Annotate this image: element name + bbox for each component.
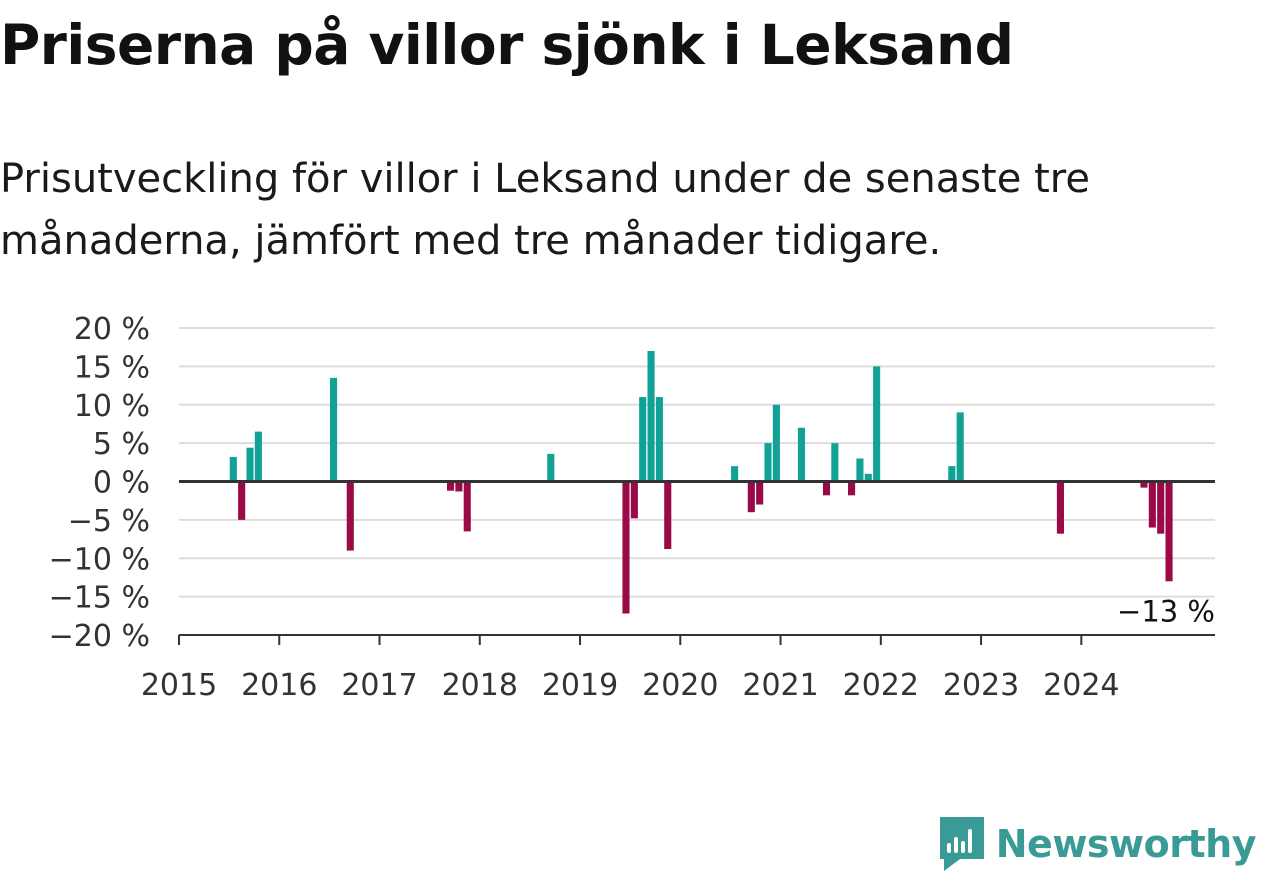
bar: [229, 456, 237, 482]
bar: [797, 427, 805, 482]
annotation-last-value: −13 %: [1117, 594, 1215, 628]
chart-title: Priserna på villor sjönk i Leksand: [0, 13, 1014, 77]
bar: [647, 351, 655, 482]
y-tick-label: −15 %: [49, 581, 150, 616]
bar: [848, 481, 856, 496]
bar: [764, 443, 772, 482]
bar: [747, 481, 755, 513]
bar: [856, 458, 864, 482]
newsworthy-logo-icon: [939, 817, 984, 871]
bar: [655, 397, 663, 482]
bar: [664, 481, 672, 550]
x-axis-labels: 2015 2016 2017 2018 2019 2020 2021 2022 2023 2024: [141, 635, 1120, 703]
x-tick-label: 2021: [742, 668, 818, 703]
bar: [630, 481, 638, 519]
x-tick-label: 2018: [442, 668, 518, 703]
bar: [1140, 481, 1148, 488]
bar: [731, 466, 739, 482]
bar: [1056, 481, 1064, 534]
x-tick-label: 2024: [1043, 668, 1119, 703]
bar: [948, 466, 956, 482]
brand-name: Newsworthy: [995, 822, 1257, 866]
x-tick-label: 2022: [843, 668, 919, 703]
y-tick-label: 0 %: [93, 466, 150, 501]
y-axis-labels: 20 %15 % 10 %5 % 0 %−5 %−10 % −15 %−20 %: [49, 312, 150, 654]
bar: [822, 481, 831, 496]
bar: [831, 443, 839, 482]
brand-logo: Newsworthy: [938, 815, 1257, 873]
bar: [1148, 481, 1156, 528]
bar: [246, 447, 254, 482]
y-tick-label: −20 %: [49, 619, 150, 654]
bar: [756, 481, 764, 505]
bar: [346, 481, 354, 551]
x-tick-label: 2017: [341, 668, 417, 703]
y-tick-label: 5 %: [93, 427, 150, 462]
y-tick-label: −5 %: [68, 504, 150, 539]
x-tick-label: 2016: [241, 668, 317, 703]
bar: [238, 481, 246, 520]
x-tick-label: 2015: [141, 668, 217, 703]
y-tick-label: 15 %: [74, 350, 150, 385]
x-tick-label: 2023: [943, 668, 1019, 703]
bars: [229, 351, 1173, 614]
y-tick-label: 10 %: [74, 389, 150, 424]
bar: [254, 431, 262, 482]
axes: [179, 480, 1215, 636]
bar: [463, 481, 471, 532]
y-tick-label: −10 %: [49, 542, 150, 577]
x-tick-label: 2019: [542, 668, 618, 703]
bar-chart: 20 %15 % 10 %5 % 0 %−5 %−10 % −15 %−20 % 20…: [49, 312, 1215, 703]
bar: [446, 481, 455, 491]
bar: [1165, 481, 1173, 582]
bar: [330, 377, 338, 482]
bar: [547, 453, 555, 482]
bar: [864, 473, 872, 482]
bar: [873, 366, 881, 482]
bar: [639, 397, 647, 482]
x-tick-label: 2020: [642, 668, 718, 703]
bar: [1157, 481, 1165, 534]
bar: [455, 481, 463, 492]
bar: [622, 481, 630, 614]
bar: [956, 412, 964, 482]
y-tick-label: 20 %: [74, 312, 150, 347]
bar: [772, 404, 780, 482]
chart-subtitle: Prisutveckling för villor i Leksand unde…: [0, 156, 1090, 264]
